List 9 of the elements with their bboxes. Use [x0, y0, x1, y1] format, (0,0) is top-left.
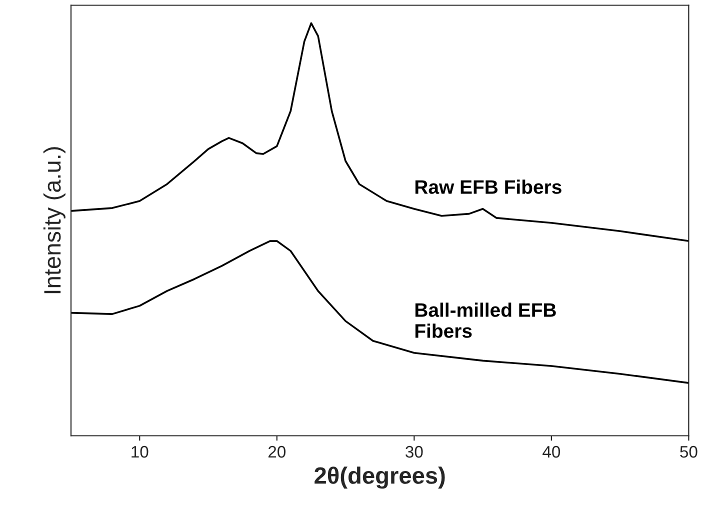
- x-tick-label: 10: [132, 446, 148, 458]
- x-tick-label: 30: [406, 446, 423, 458]
- x-tick-label: 50: [680, 446, 698, 458]
- series-label: Ball-milled EFB Fibers: [415, 302, 556, 338]
- y-axis-title: Intensity (a.u.): [43, 147, 66, 294]
- x-tick-label: 40: [542, 446, 560, 458]
- x-tick-label: 20: [268, 446, 286, 458]
- series-label: Raw EFB Fibers: [415, 180, 562, 194]
- x-axis-title: 2θ(degrees): [314, 466, 445, 489]
